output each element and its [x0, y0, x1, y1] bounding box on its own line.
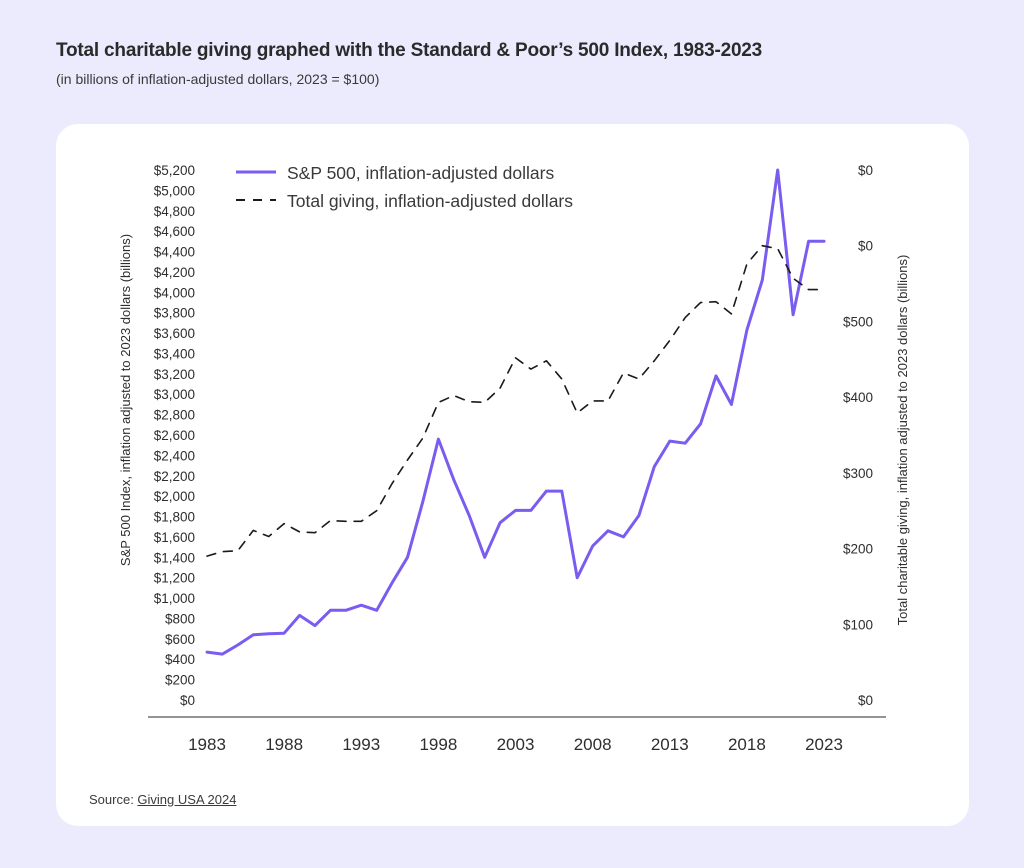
x-tick-label: 1983	[188, 735, 226, 754]
right-tick-label: $0	[858, 693, 873, 708]
right-tick-label: $500	[843, 314, 873, 329]
right-tick-label: $100	[843, 617, 873, 632]
left-axis-title: S&P 500 Index, inflation adjusted to 202…	[118, 234, 133, 566]
right-axis-title: Total charitable giving, inflation adjus…	[895, 255, 910, 626]
legend: S&P 500, inflation-adjusted dollars Tota…	[236, 163, 573, 211]
left-tick-label: $3,200	[154, 367, 195, 382]
left-tick-label: $4,600	[154, 224, 195, 239]
left-tick-label: $2,400	[154, 448, 195, 463]
left-tick-label: $2,000	[154, 489, 195, 504]
series-layer	[205, 168, 826, 656]
series-line-total-giving	[206, 244, 825, 557]
x-tick-label: 2003	[497, 735, 535, 754]
right-tick-label: $0	[858, 163, 873, 178]
x-tick-label: 1998	[419, 735, 457, 754]
left-tick-label: $0	[180, 693, 195, 708]
left-tick-label: $5,200	[154, 163, 195, 178]
left-tick-label: $400	[165, 652, 195, 667]
left-tick-label: $2,600	[154, 428, 195, 443]
legend-label-giving: Total giving, inflation-adjusted dollars	[287, 191, 573, 211]
left-tick-label: $4,000	[154, 285, 195, 300]
left-tick-label: $600	[165, 632, 195, 647]
x-tick-label: 2023	[805, 735, 843, 754]
x-axis-ticks: 1983 1988 1993 1998 2003 2008 2013 2018 2023	[188, 735, 843, 754]
left-tick-label: $3,600	[154, 326, 195, 341]
x-tick-label: 2008	[574, 735, 612, 754]
left-tick-label: $5,000	[154, 183, 195, 198]
left-tick-label: $4,400	[154, 245, 195, 260]
source-label: Source:	[89, 792, 138, 807]
left-tick-label: $200	[165, 673, 195, 688]
left-tick-label: $3,400	[154, 346, 195, 361]
chart-title: Total charitable giving graphed with the…	[56, 40, 763, 61]
left-tick-label: $3,800	[154, 306, 195, 321]
left-axis-ticks: $0 $200 $400 $600 $800 $1,000 $1,200 $1,400 $1,6…	[154, 163, 195, 708]
series-line-sp500	[205, 168, 826, 656]
source-link[interactable]: Giving USA 2024	[137, 792, 237, 807]
source-note: Source: Giving USA 2024	[89, 792, 236, 807]
left-tick-label: $3,000	[154, 387, 195, 402]
chart-subtitle: (in billions of inflation-adjusted dolla…	[56, 71, 380, 87]
legend-label-sp500: S&P 500, inflation-adjusted dollars	[287, 163, 554, 183]
left-tick-label: $800	[165, 611, 195, 626]
left-tick-label: $1,200	[154, 571, 195, 586]
left-tick-label: $2,200	[154, 469, 195, 484]
right-tick-label: $0	[858, 239, 873, 254]
left-tick-label: $4,800	[154, 204, 195, 219]
left-tick-label: $1,400	[154, 550, 195, 565]
right-tick-label: $300	[843, 466, 873, 481]
right-tick-label: $400	[843, 390, 873, 405]
x-tick-label: 1988	[265, 735, 303, 754]
left-tick-label: $1,600	[154, 530, 195, 545]
left-tick-label: $1,800	[154, 510, 195, 525]
x-tick-label: 1993	[342, 735, 380, 754]
right-tick-label: $200	[843, 542, 873, 557]
x-tick-label: 2018	[728, 735, 766, 754]
left-tick-label: $1,000	[154, 591, 195, 606]
x-tick-label: 2013	[651, 735, 689, 754]
right-axis-ticks: $0 $100 $200 $300 $400 $500 $0 $0	[843, 163, 873, 708]
left-tick-label: $4,200	[154, 265, 195, 280]
left-tick-label: $2,800	[154, 408, 195, 423]
